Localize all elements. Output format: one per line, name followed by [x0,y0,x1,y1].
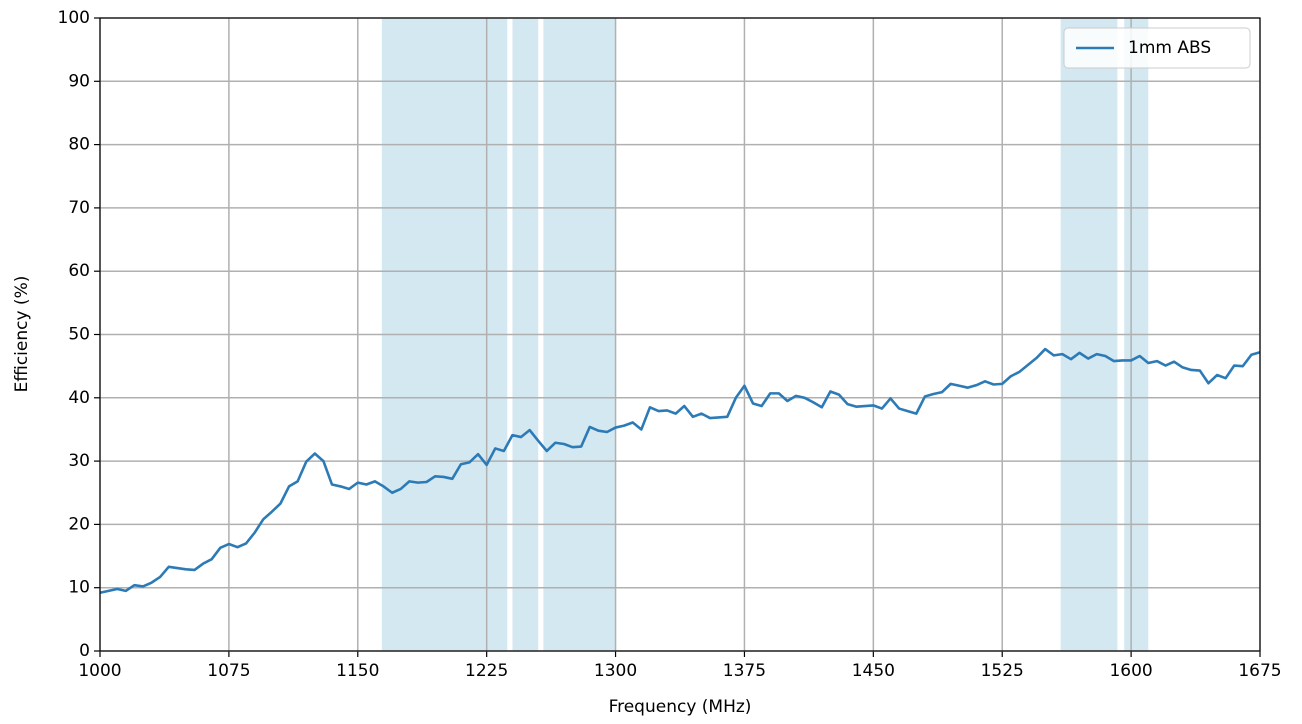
y-tick-label: 40 [68,388,90,408]
y-tick-label: 70 [68,198,90,218]
x-tick-label: 1525 [981,661,1024,681]
x-axis-label: Frequency (MHz) [609,697,752,717]
x-tick-label: 1675 [1238,661,1281,681]
y-tick-label: 30 [68,451,90,471]
x-tick-label: 1600 [1109,661,1152,681]
y-tick-label: 60 [68,261,90,281]
legend-box [1063,27,1251,69]
y-tick-label: 90 [68,71,90,91]
x-tick-label: 1375 [723,661,766,681]
x-tick-label: 1225 [465,661,508,681]
y-tick-label: 80 [68,135,90,155]
x-tick-label: 1300 [594,661,637,681]
y-tick-label: 10 [68,578,90,598]
y-tick-label: 0 [79,641,90,661]
y-tick-label: 50 [68,325,90,345]
data-line [99,347,1261,595]
x-tick-label: 1000 [78,661,121,681]
x-tick-label: 1075 [207,661,250,681]
plot-frame [99,17,1261,652]
y-axis-label: Efficiency (%) [12,276,32,393]
legend-label: 1mm ABS [1128,38,1211,58]
y-tick-label: 100 [58,8,90,28]
y-tick-label: 20 [68,514,90,534]
x-tick-label: 1450 [852,661,895,681]
x-tick-label: 1150 [336,661,379,681]
